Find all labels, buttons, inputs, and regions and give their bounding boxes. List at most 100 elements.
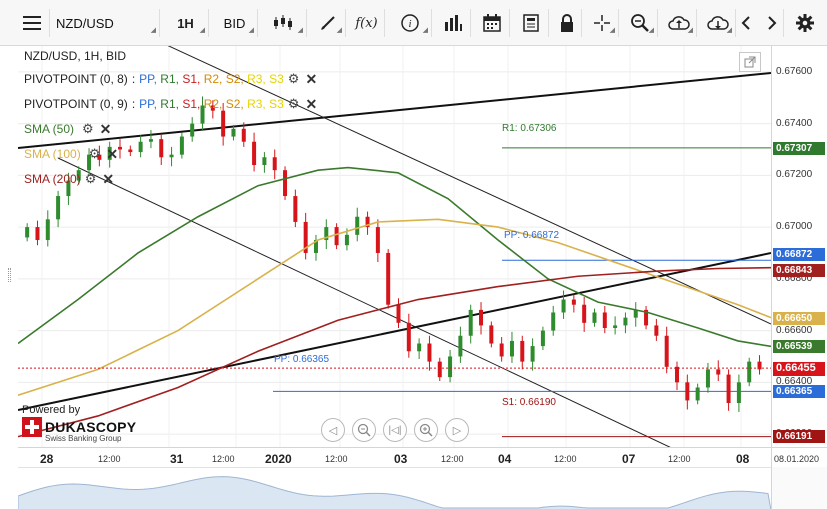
candle-body	[489, 325, 494, 344]
popout-button[interactable]	[739, 52, 761, 72]
candle-body	[458, 335, 463, 357]
gear-icon[interactable]: ⚙	[287, 71, 300, 86]
time-tick-label: 12:00	[554, 454, 577, 464]
candle-body	[633, 309, 638, 318]
price-tick-label: 0.66800	[776, 272, 813, 284]
navigator-panel[interactable]	[17, 467, 772, 509]
candle-body	[716, 369, 721, 375]
price-chart[interactable]	[18, 46, 771, 447]
timeframe-select[interactable]: 1H ◢	[163, 9, 209, 37]
chart-area[interactable]: NZD/USD, 1H, BID PIVOTPOINT (0, 8) : PP,…	[18, 46, 771, 447]
cloud-download-icon	[706, 16, 729, 30]
candle-body	[138, 141, 143, 153]
time-axis[interactable]: 28 12:00 31 12:00 2020 12:00 03 12:00 04 12:00 07 1…	[18, 447, 771, 467]
fx-label: f(x)	[355, 15, 378, 31]
close-icon[interactable]: ✕	[102, 170, 115, 187]
reset-view-button[interactable]: |◁|	[383, 418, 407, 442]
reset-icon: |◁|	[388, 424, 402, 436]
zoom-out-icon	[357, 423, 371, 437]
settings-button[interactable]	[790, 9, 820, 37]
gear-icon[interactable]: ⚙	[84, 171, 97, 186]
volume-button[interactable]	[435, 9, 471, 37]
navigator-area	[17, 476, 772, 509]
price-axis[interactable]: 0.67600 0.67400 0.67200 0.67000 0.66800 0.666…	[771, 46, 827, 447]
candle-body	[76, 170, 81, 181]
scroll-right-button[interactable]: ▷	[445, 418, 469, 442]
zoom-in-button[interactable]	[414, 418, 438, 442]
candle-body	[303, 221, 308, 253]
time-tick-label: 04	[498, 452, 512, 466]
navigator-chart[interactable]	[17, 468, 772, 509]
time-tick-label: 12:00	[325, 454, 348, 464]
prev-button[interactable]	[736, 9, 756, 37]
indicators-button[interactable]: f(x)	[349, 9, 385, 37]
sma50-label: SMA (50)	[24, 122, 75, 136]
crosshair-button[interactable]: ◢	[585, 9, 619, 37]
chart-type-button[interactable]: ◢	[261, 9, 307, 37]
price-side-select[interactable]: BID ◢	[212, 9, 258, 37]
drawing-button[interactable]: ◢	[310, 9, 346, 37]
zoom-button[interactable]: ◢	[622, 9, 658, 37]
candle-body	[654, 325, 659, 336]
candle-body	[499, 343, 504, 357]
bar-chart-icon	[444, 15, 462, 31]
next-button[interactable]	[760, 9, 784, 37]
timeframe-label: 1H	[177, 15, 194, 31]
dropdown-corner-icon: ◢	[150, 27, 156, 34]
report-button[interactable]	[513, 9, 549, 37]
candle-body	[87, 154, 92, 171]
triangle-right-icon: ▷	[452, 424, 462, 437]
pivot1-s1: S1,	[182, 72, 201, 86]
time-tick-label: 07	[622, 452, 636, 466]
price-tag: 0.66872	[773, 248, 825, 262]
candle-body	[623, 317, 628, 326]
triangle-left-icon: ◁	[328, 424, 338, 437]
panel-resize-handle[interactable]	[8, 268, 11, 282]
upload-button[interactable]: ◢	[661, 9, 697, 37]
candle-body	[35, 227, 40, 241]
candle-body	[757, 361, 762, 370]
scroll-left-button[interactable]: ◁	[321, 418, 345, 442]
sma100-line	[18, 218, 771, 397]
zoom-in-icon	[419, 423, 433, 437]
price-tick-label: 0.67000	[776, 221, 813, 233]
lock-button[interactable]	[552, 9, 582, 37]
time-tick-label: 03	[394, 452, 408, 466]
gear-icon[interactable]: ⚙	[88, 146, 101, 161]
candle-body	[695, 387, 700, 401]
pivot1-s2: S2,	[225, 72, 244, 86]
menu-button[interactable]	[14, 9, 50, 37]
dukascopy-branding: Powered by DUKASCOPY Swiss Banking Group	[22, 404, 142, 444]
candle-body	[437, 361, 442, 378]
candle-body	[448, 356, 453, 378]
legend-pivot-1: PIVOTPOINT (0, 8) : PP, R1, S1, R2, S2, …	[24, 71, 317, 87]
symbol-select[interactable]: NZD/USD ◢	[52, 9, 160, 37]
candle-body	[561, 299, 566, 313]
close-icon[interactable]: ✕	[305, 95, 318, 112]
info-button[interactable]: i ◢	[388, 9, 432, 37]
close-icon[interactable]: ✕	[305, 70, 318, 87]
dropdown-corner-icon: ◢	[609, 27, 615, 34]
candle-body	[179, 136, 184, 155]
pivot1-r1: R1,	[160, 72, 179, 86]
candle-body	[705, 369, 710, 388]
download-button[interactable]: ◢	[700, 9, 736, 37]
candle-body	[221, 110, 226, 137]
gear-icon[interactable]: ⚙	[82, 121, 94, 136]
candle-body	[128, 149, 133, 153]
zoom-out-button[interactable]	[352, 418, 376, 442]
close-icon[interactable]: ✕	[106, 145, 119, 162]
candle-body	[613, 325, 618, 328]
calendar-button[interactable]	[474, 9, 510, 37]
toolbar: NZD/USD ◢ 1H ◢ BID ◢ ◢ ◢ f(x) i ◢	[0, 0, 827, 46]
sma50-line	[18, 166, 771, 348]
pivot1-s3: S3	[269, 72, 284, 86]
sma200-line	[18, 266, 771, 438]
close-icon[interactable]: ✕	[99, 120, 112, 137]
candle-body	[427, 343, 432, 362]
left-strip	[0, 46, 18, 509]
time-tick-label: 31	[170, 452, 184, 466]
pivot2-s3: S3	[269, 97, 284, 111]
gear-icon[interactable]: ⚙	[287, 96, 300, 111]
trendline-lower	[18, 252, 771, 411]
